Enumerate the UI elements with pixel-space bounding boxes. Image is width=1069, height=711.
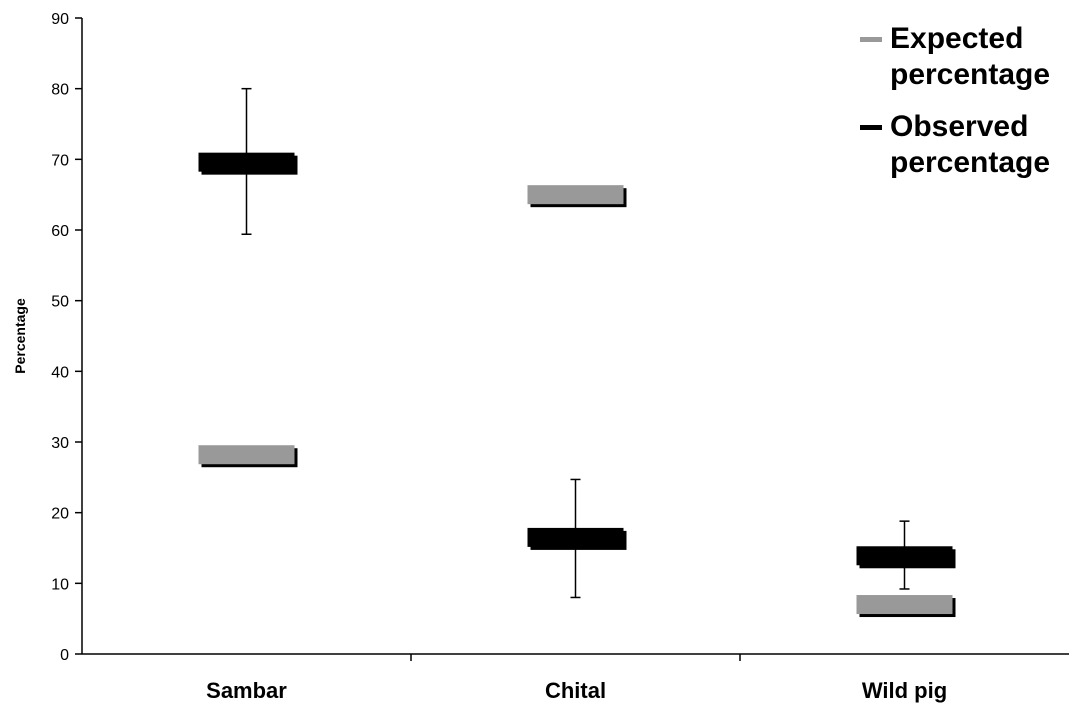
y-tick-label: 60 xyxy=(51,223,69,240)
y-tick-label: 50 xyxy=(51,294,69,311)
x-category-label: Sambar xyxy=(206,678,287,703)
legend-swatch xyxy=(860,37,882,42)
legend-label: Observed xyxy=(890,110,1028,143)
y-tick-label: 10 xyxy=(51,576,69,593)
expected-bar xyxy=(198,445,295,465)
x-ticks: Sambar Chital Wild pig xyxy=(206,654,947,703)
legend-label: percentage xyxy=(890,146,1050,179)
y-tick-label: 80 xyxy=(51,82,69,99)
expected-bar xyxy=(527,185,624,205)
y-tick-label: 0 xyxy=(60,647,69,664)
y-tick-label: 20 xyxy=(51,506,69,523)
y-tick-label: 40 xyxy=(51,364,69,381)
legend-label: Expected xyxy=(890,22,1023,55)
expected-bar xyxy=(856,595,953,615)
y-axis: 0 10 20 30 40 50 60 70 80 90 xyxy=(51,11,83,664)
y-ticks: 0 10 20 30 40 50 60 70 80 90 xyxy=(51,11,82,664)
y-tick-label: 30 xyxy=(51,435,69,452)
observed-bar xyxy=(856,546,953,566)
category-group xyxy=(527,185,627,599)
observed-bar xyxy=(527,527,624,547)
y-axis-label: Percentage xyxy=(12,298,28,374)
x-axis: Sambar Chital Wild pig xyxy=(82,653,1069,703)
x-category-label: Wild pig xyxy=(862,678,947,703)
y-tick-label: 90 xyxy=(51,11,69,28)
observed-bar xyxy=(198,152,295,172)
category-group xyxy=(198,87,298,468)
x-category-label: Chital xyxy=(545,678,606,703)
plot-area xyxy=(198,87,956,618)
category-group xyxy=(856,520,956,618)
y-tick-label: 70 xyxy=(51,152,69,169)
legend-swatch xyxy=(860,125,882,130)
legend-label: percentage xyxy=(890,58,1050,91)
